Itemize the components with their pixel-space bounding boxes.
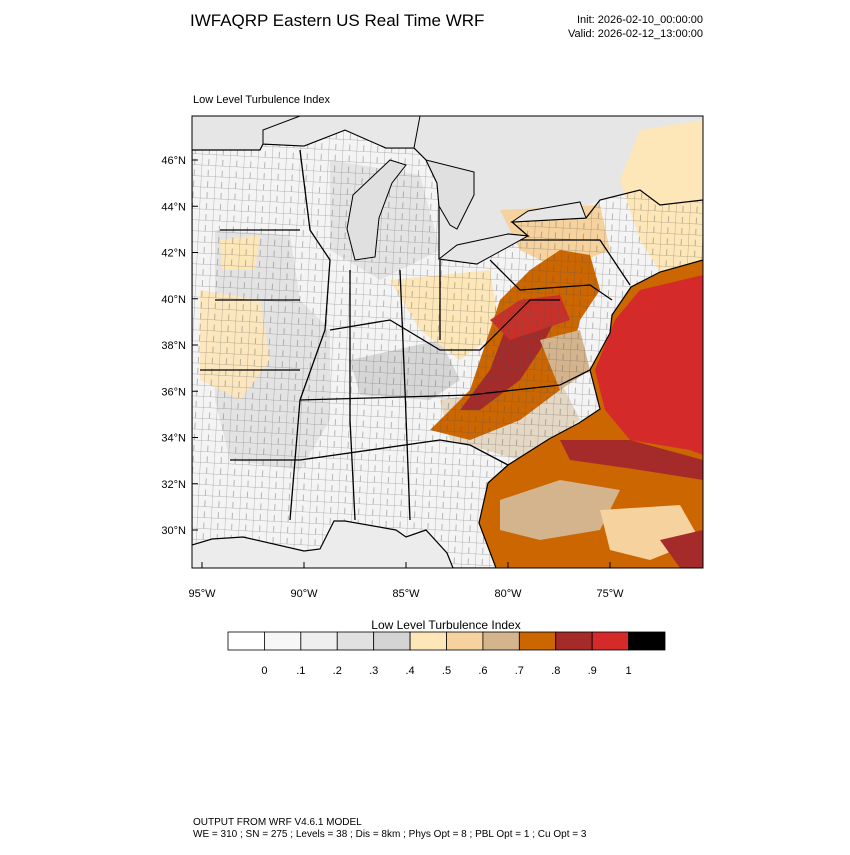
colorbar-box bbox=[264, 631, 302, 651]
lon-axis: 95°W 90°W 85°W 80°W 75°W bbox=[188, 562, 624, 600]
colorbar-label: .9 bbox=[588, 665, 597, 677]
map-frame bbox=[191, 115, 704, 569]
lat-label: 30°N bbox=[161, 525, 186, 537]
colorbar-label: 0 bbox=[261, 665, 267, 677]
lat-label: 32°N bbox=[161, 479, 186, 491]
colorbar-box bbox=[300, 631, 338, 651]
colorbar-label: .7 bbox=[515, 665, 524, 677]
colorbar-box bbox=[591, 631, 629, 651]
title: IWFAQRP Eastern US Real Time WRF bbox=[190, 11, 484, 30]
lat-label: 42°N bbox=[161, 248, 186, 260]
lake-michigan bbox=[346, 159, 407, 261]
atlantic-dark bbox=[660, 530, 703, 568]
lon-label: 90°W bbox=[290, 588, 318, 600]
colorbar-label: .1 bbox=[296, 665, 305, 677]
panel-label: Low Level Turbulence Index bbox=[193, 94, 330, 106]
atlantic-red bbox=[595, 275, 703, 455]
colorbar-label: .4 bbox=[405, 665, 414, 677]
colorbar-box bbox=[373, 631, 411, 651]
atlantic-dark bbox=[560, 440, 703, 480]
lat-label: 40°N bbox=[161, 294, 186, 306]
colorbar-box bbox=[628, 631, 666, 651]
colorbar-box bbox=[227, 631, 265, 651]
colorbar-label: .3 bbox=[369, 665, 378, 677]
lon-label: 75°W bbox=[596, 588, 624, 600]
colorbar-box bbox=[518, 631, 557, 651]
lon-label: 95°W bbox=[188, 588, 216, 600]
colorbar-label: 1 bbox=[626, 665, 632, 677]
colorbar-box bbox=[555, 631, 593, 651]
lon-label: 80°W bbox=[494, 588, 522, 600]
lake-superior bbox=[262, 116, 421, 149]
lat-label: 34°N bbox=[161, 433, 186, 445]
lat-label: 44°N bbox=[161, 201, 186, 213]
state-borders bbox=[200, 149, 631, 521]
colorbar-label: .5 bbox=[442, 665, 451, 677]
colorbar-box bbox=[336, 631, 375, 651]
colorbar-label: .2 bbox=[333, 665, 342, 677]
init-time: Init: 2026-02-10_00:00:00 bbox=[577, 14, 703, 26]
lat-axis: 46°N 44°N 42°N 40°N 38°N 36°N 34°N 32°N 30°N bbox=[161, 155, 198, 537]
atlantic-tan bbox=[500, 480, 620, 540]
footer-line: OUTPUT FROM WRF V4.6.1 MODEL bbox=[193, 817, 362, 828]
colorbar-box bbox=[409, 631, 447, 651]
colorbar-label: .6 bbox=[478, 665, 487, 677]
footer-line: WE = 310 ; SN = 275 ; Levels = 38 ; Dis … bbox=[193, 829, 587, 840]
lake-ontario bbox=[510, 201, 587, 223]
lake-erie bbox=[437, 233, 530, 265]
colorbar-label: .8 bbox=[551, 665, 560, 677]
colorbar-box bbox=[446, 631, 484, 651]
colorbar: 0 .1 .2 .3 .4 .5 .6 .7 .8 .9 1 bbox=[227, 631, 666, 677]
lat-label: 36°N bbox=[161, 386, 186, 398]
colorbar-title: Low Level Turbulence Index bbox=[371, 618, 520, 632]
valid-time: Valid: 2026-02-12_13:00:00 bbox=[568, 28, 703, 40]
lon-label: 85°W bbox=[392, 588, 420, 600]
lat-label: 46°N bbox=[161, 155, 186, 167]
map bbox=[192, 116, 703, 568]
colorbar-box bbox=[482, 631, 520, 651]
lat-label: 38°N bbox=[161, 340, 186, 352]
lake-huron bbox=[425, 159, 475, 230]
